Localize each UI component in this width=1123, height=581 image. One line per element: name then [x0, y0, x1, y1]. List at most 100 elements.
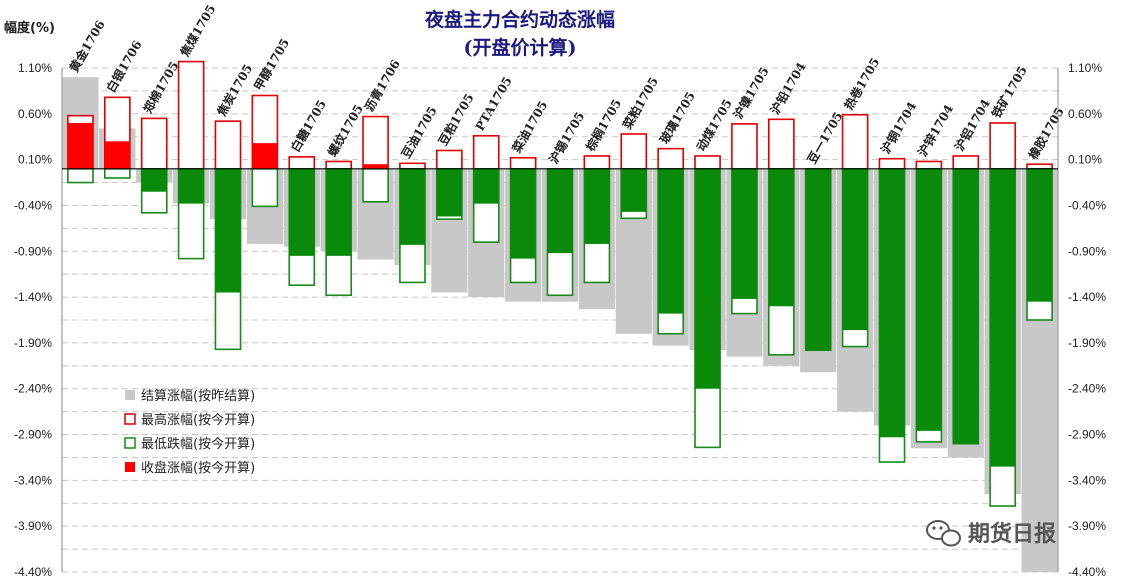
y-tick-right: -0.90% [1068, 244, 1106, 258]
category-label: 棕榈1705 [582, 96, 624, 154]
y-tick-left: -2.90% [14, 428, 52, 442]
y-tick-right: 1.10% [1068, 61, 1102, 75]
category-label: 玻璃1705 [656, 89, 698, 146]
bar-close [1027, 168, 1053, 302]
y-tick-left: -1.40% [14, 290, 52, 304]
bar-high [657, 147, 685, 170]
y-tick-right: -2.90% [1068, 428, 1106, 442]
legend-swatch [124, 413, 136, 425]
bar-high [915, 160, 943, 170]
bar-close [141, 168, 167, 192]
bar-high [952, 155, 980, 170]
bar-high [288, 156, 316, 170]
y-tick-right: -3.90% [1068, 519, 1106, 533]
category-label: 黄金1706 [66, 17, 108, 74]
category-label: 橡胶1705 [1025, 105, 1067, 162]
bar-close [547, 168, 573, 254]
bar-close [326, 168, 352, 256]
bar-close [953, 168, 979, 444]
legend-label: 收盘涨幅(按今开算) [141, 460, 255, 476]
bar-close [436, 168, 462, 217]
legend-swatch [125, 462, 135, 472]
y-tick-right: -0.40% [1068, 198, 1106, 212]
y-tick-left: -0.90% [14, 244, 52, 258]
y-tick-right: -3.40% [1068, 473, 1106, 487]
bar-close [252, 143, 278, 169]
y-tick-right: -1.40% [1068, 290, 1106, 304]
bar-close [67, 122, 93, 169]
bar-close [916, 168, 942, 431]
bar-close [510, 168, 536, 259]
bar-high [140, 117, 168, 170]
watermark-text: 期货日报 [968, 521, 1056, 547]
y-tick-left: -4.40% [14, 565, 52, 579]
category-label: 动煤1705 [693, 96, 735, 153]
y-tick-left: -2.40% [14, 382, 52, 396]
category-label: 豆油1705 [398, 104, 440, 161]
bar-low [67, 168, 94, 184]
y-tick-right: -4.40% [1068, 565, 1106, 579]
y-tick-left: 1.10% [18, 61, 52, 75]
bar-high [177, 60, 205, 170]
bar-high [583, 155, 611, 170]
bar-high [989, 122, 1017, 170]
category-label: 沥青1706 [361, 57, 403, 114]
bar-close [731, 168, 757, 299]
bar-high [767, 118, 795, 170]
bar-high [325, 160, 353, 170]
category-label: 豆一1705 [805, 110, 846, 167]
y-tick-left: -3.90% [14, 519, 52, 533]
bar-close [399, 168, 425, 245]
category-label: PTA1705 [473, 74, 515, 133]
bar-close [879, 168, 905, 438]
category-label: 沪铝1704 [951, 96, 993, 153]
bar-close [621, 168, 647, 212]
legend-swatch [125, 390, 135, 400]
category-label: 热卷1705 [841, 55, 883, 112]
bar-close [178, 168, 204, 204]
bar-high [620, 133, 648, 170]
y-axis-label: 幅度(%) [4, 20, 55, 36]
legend-label: 结算涨幅(按昨结算) [141, 389, 255, 404]
bar-close [473, 168, 499, 204]
y-tick-right: 0.60% [1068, 107, 1102, 121]
y-tick-left: -1.90% [14, 336, 52, 350]
bar-high [214, 120, 242, 170]
bar-high [435, 149, 463, 170]
chart-title-line2: (开盘价计算) [464, 36, 577, 59]
bar-high [731, 123, 758, 170]
bar-high [509, 157, 537, 170]
y-tick-left: -0.40% [14, 198, 52, 212]
category-label: 焦煤1705 [176, 2, 218, 60]
bar-high [841, 113, 869, 170]
bar-high [399, 162, 426, 170]
category-label: 菜油1705 [508, 98, 550, 156]
y-ticks: 1.10% 1.10% 0.60% 0.60% 0.10% 0.10% -0.40% -0.4… [14, 61, 1106, 579]
category-label: 沪锌1704 [914, 102, 956, 159]
legend: 结算涨幅(按昨结算) 最高涨幅(按今开算) 最低跌幅(按今开算) 收盘涨幅(按今开算) [124, 389, 255, 476]
bar-close [289, 168, 315, 256]
bar-close [658, 168, 684, 314]
category-label: 郑棉1705 [140, 59, 182, 116]
bar-high [362, 115, 389, 170]
bar-close [768, 168, 794, 307]
bar-close [695, 168, 721, 389]
category-label: 沪镍1705 [730, 64, 772, 121]
category-label: 菜粕1705 [619, 74, 661, 132]
y-tick-right: 0.10% [1068, 153, 1102, 167]
bar-close [842, 168, 868, 331]
y-tick-left: 0.60% [18, 107, 52, 121]
legend-swatch [124, 437, 136, 449]
wechat-icon [926, 520, 961, 547]
bar-high [472, 135, 500, 170]
category-label: 焦炭1705 [213, 61, 255, 119]
chart-title-line1: 夜盘主力合约动态涨幅 [424, 8, 615, 31]
y-tick-right: -2.40% [1068, 382, 1106, 396]
category-label: 甲醇1705 [250, 36, 292, 93]
category-label: 螺纹1705 [324, 102, 366, 159]
bar-close [363, 164, 389, 169]
category-label: 白银1706 [103, 38, 145, 95]
y-tick-right: -1.90% [1068, 336, 1106, 350]
